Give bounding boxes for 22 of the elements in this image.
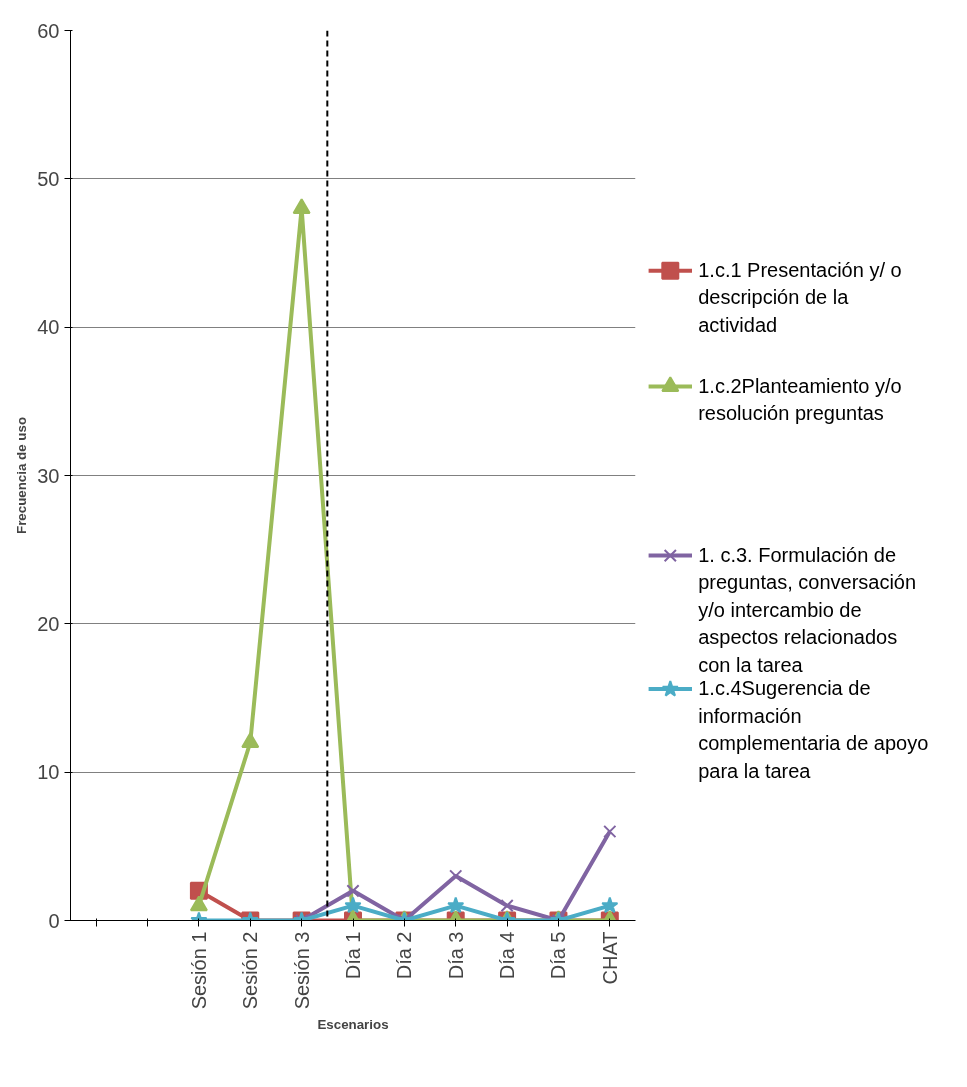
y-tick-label: 50	[37, 167, 60, 190]
legend-label: 1.c.1 Presentación y/ o descripción de la actividad	[698, 258, 902, 336]
legend-label: 1.c.2Planteamiento y/o resolución preguntas	[698, 374, 902, 424]
x-tick-label: Sesión 3	[290, 931, 313, 1010]
x-axis-title: Escenarios	[317, 1017, 389, 1033]
y-axis-title: Frecuencia de uso	[14, 416, 30, 535]
x-tick-label: Sesión 1	[187, 931, 210, 1010]
x-tick-label: Día 4	[496, 931, 519, 980]
y-tick-label: 30	[37, 464, 60, 487]
y-tick-label: 40	[37, 316, 60, 339]
y-tick-label: 20	[37, 612, 60, 635]
y-tick-label: 60	[37, 19, 60, 42]
y-tick-label: 0	[48, 909, 60, 932]
x-tick-label: CHAT	[598, 931, 621, 985]
y-tick-label: 10	[37, 761, 60, 784]
x-tick-label: Sesión 2	[239, 931, 262, 1010]
x-tick-label: Día 2	[393, 931, 416, 980]
x-tick-label: Día 5	[547, 931, 570, 980]
x-tick-label: Día 1	[342, 931, 364, 980]
x-tick-label: Día 3	[444, 931, 467, 980]
legend-label: 1. c.3. Formulación de preguntas, conversación y/o intercambio de aspectos relacionados con la tarea	[698, 543, 917, 676]
legend-label: 1.c.4Sugerencia de información complementaria de apoyo para la tarea	[698, 677, 929, 782]
